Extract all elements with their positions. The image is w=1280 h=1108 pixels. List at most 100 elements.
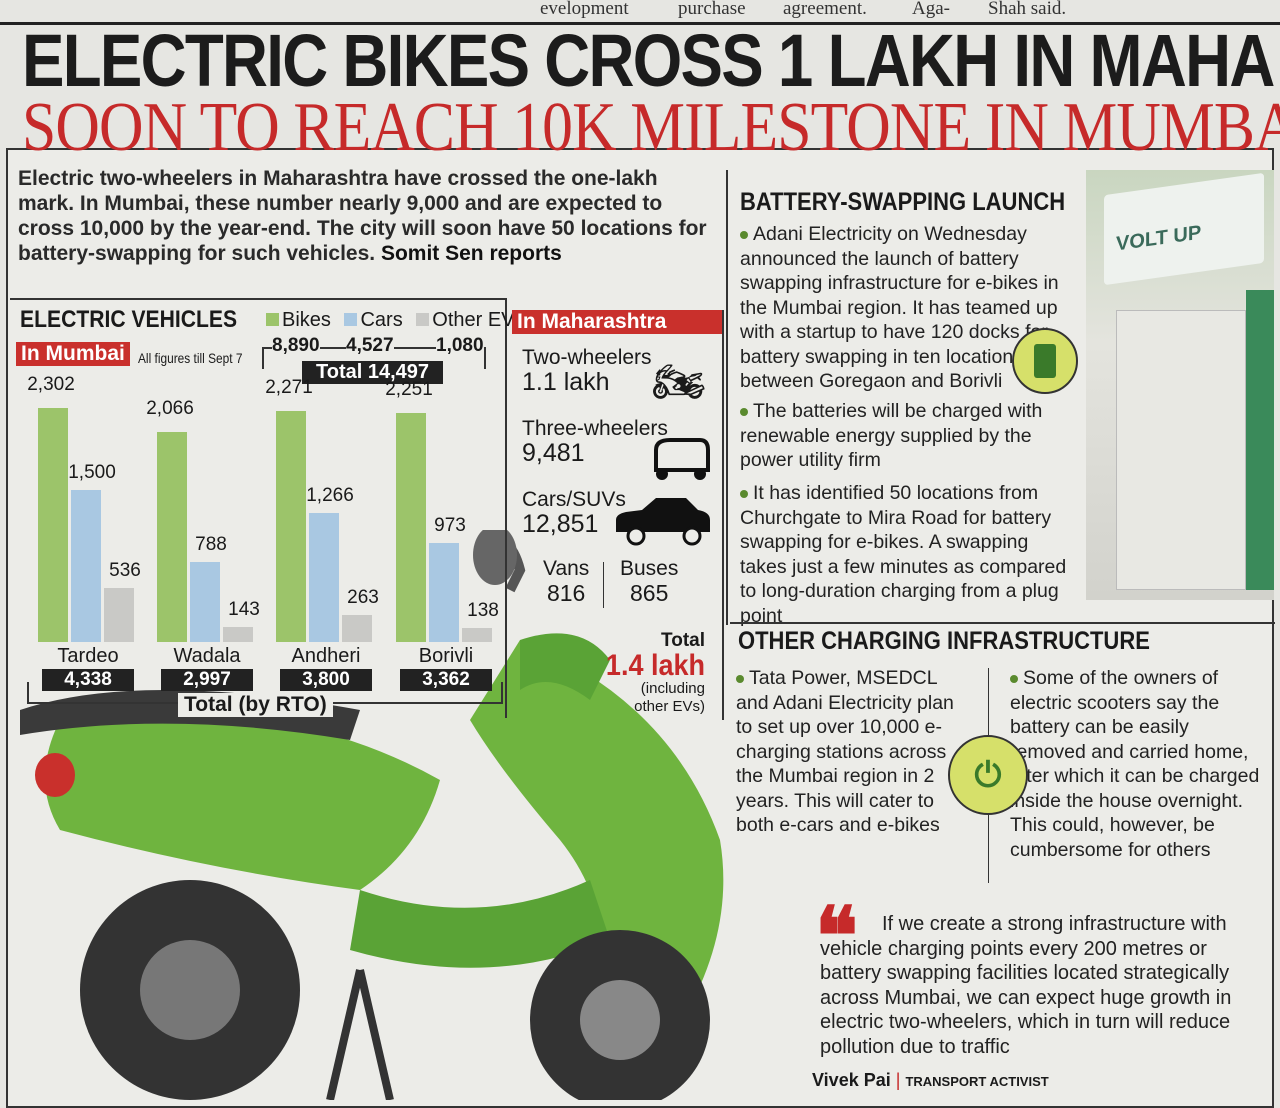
other-heading: OTHER CHARGING INFRASTRUCTURE [738, 627, 1150, 655]
data-label: 1,266 [306, 485, 354, 507]
bullet-icon [740, 407, 748, 416]
grand-total: Total 14,497 [302, 361, 444, 384]
bar-cars [309, 513, 339, 642]
intro-text: Electric two-wheelers in Maharashtra hav… [18, 166, 708, 266]
scooter-rear-body [45, 712, 440, 890]
total-note: other EVs) [634, 698, 705, 715]
stat-vans: Vans 816 [543, 556, 589, 606]
charging-station-icon [1012, 328, 1078, 394]
bar-other-evs [342, 615, 372, 642]
battery-paragraph-1: Adani Electricity on Wednesday announced… [740, 222, 1080, 394]
bar-cars [71, 489, 101, 642]
legend-swatch-cars [344, 313, 358, 326]
stat-label: Two-wheelers [522, 346, 652, 369]
bullet-icon [1010, 674, 1018, 683]
text-fragment: Aga- [912, 0, 950, 19]
stat-label: Vans [543, 557, 590, 580]
category-total: 2,997 [161, 669, 253, 691]
text-fragment: agreement. [783, 0, 867, 19]
bar-bikes [157, 431, 187, 642]
bullet-icon [740, 489, 748, 498]
stat-label: Three-wheelers [522, 417, 668, 440]
stat-value: 1.1 lakh [522, 368, 610, 396]
data-label: 2,066 [146, 397, 194, 419]
data-label: 2,271 [265, 377, 313, 399]
data-label: 263 [347, 587, 379, 609]
front-wheel-hub [580, 980, 660, 1060]
stat-cars: Cars/SUVs 12,851 [522, 487, 626, 537]
in-maharashtra-tag: In Maharashtra [512, 310, 722, 334]
quote-text: If we create a strong infrastructure wit… [820, 913, 1232, 1058]
stat-label: Cars/SUVs [522, 488, 626, 511]
stat-value: 865 [630, 580, 669, 606]
data-label: 536 [109, 559, 141, 581]
rear-wheel-hub [140, 940, 240, 1040]
stat-value: 9,481 [522, 439, 585, 467]
column-divider [726, 170, 728, 625]
legend-label: Cars [360, 309, 403, 331]
stat-three-wheelers: Three-wheelers 9,481 [522, 416, 668, 466]
category-total: 3,362 [400, 669, 492, 691]
bar-other-evs [462, 627, 492, 642]
category-label: Borivli [418, 645, 474, 667]
total-label: Total [661, 630, 705, 651]
chart-note: All figures till Sept 7 [138, 350, 243, 366]
maharashtra-panel [510, 310, 724, 720]
legend-swatch-other [416, 313, 430, 326]
handlebar-cover [520, 633, 610, 700]
bar-other-evs [104, 587, 134, 642]
data-label: 1,500 [68, 461, 116, 483]
photo-logo: VOLT UP [1116, 221, 1202, 256]
paragraph-text: Adani Electricity on Wednesday announced… [740, 223, 1059, 392]
other-paragraph-1: Tata Power, MSEDCL and Adani Electricity… [736, 666, 968, 838]
bullet-icon [740, 230, 748, 239]
legend-label: Bikes [282, 309, 331, 331]
scooter-illustration [20, 530, 724, 1100]
paragraph-text: It has identified 50 locations from Chur… [740, 482, 1067, 627]
text-fragment: Shah said. [988, 0, 1067, 19]
category-total: 4,338 [42, 669, 134, 691]
motorbike-icon: 🏍 [652, 358, 706, 405]
paragraph-text: Some of the owners of electric scooters … [1010, 667, 1260, 861]
data-label: 2,251 [385, 379, 433, 401]
tail-light [35, 753, 75, 797]
chart-panel [10, 298, 507, 718]
in-mumbai-tag: In Mumbai [16, 342, 130, 366]
bar-cars [429, 543, 459, 642]
bar-other-evs [223, 627, 253, 642]
stat-buses: Buses 865 [620, 556, 678, 606]
total-note: (including [640, 680, 705, 697]
quote-mark-icon: ❝ [815, 894, 859, 982]
stat-two-wheelers: Two-wheelers 1.1 lakh [522, 345, 652, 395]
data-label: 788 [195, 533, 227, 555]
bullet-icon [736, 674, 744, 683]
series-total-cars: 4,527 [346, 335, 394, 357]
floorboard [350, 880, 610, 968]
legend-label: Other EVs [432, 309, 525, 331]
battery-heading: BATTERY-SWAPPING LAUNCH [740, 188, 1066, 216]
divider [0, 22, 1280, 25]
bar-bikes [396, 413, 426, 642]
chart-title: ELECTRIC VEHICLES [20, 306, 238, 333]
ev-plug-icon: ⏻ [948, 735, 1028, 815]
text-fragment: evelopment [540, 0, 629, 19]
total-value: 1.4 lakh [605, 649, 705, 682]
quote-attribution: Vivek Pai | TRANSPORT ACTIVIST [812, 1070, 1049, 1090]
category-label: Tardeo [57, 645, 119, 667]
stat-label: Buses [620, 557, 679, 580]
data-label: 143 [228, 599, 260, 621]
headline: ELECTRIC BIKES CROSS 1 LAKH IN MAHA [22, 19, 1275, 102]
kickstand [326, 969, 394, 1100]
paragraph-text: Tata Power, MSEDCL and Adani Electricity… [736, 667, 954, 836]
bar-cars [190, 561, 220, 642]
battery-paragraph-2: The batteries will be charged with renew… [740, 399, 1080, 473]
battery-station-photo: VOLT UP [1086, 170, 1274, 600]
car-icon [616, 498, 710, 546]
data-label: 973 [434, 515, 466, 537]
bar-bikes [276, 411, 306, 642]
stat-value: 12,851 [522, 510, 599, 538]
quote-role: TRANSPORT ACTIVIST [905, 1074, 1049, 1089]
rto-total-label: Total (by RTO) [178, 693, 333, 717]
byline: Somit Sen reports [380, 242, 562, 265]
category-total: 3,800 [280, 669, 372, 691]
